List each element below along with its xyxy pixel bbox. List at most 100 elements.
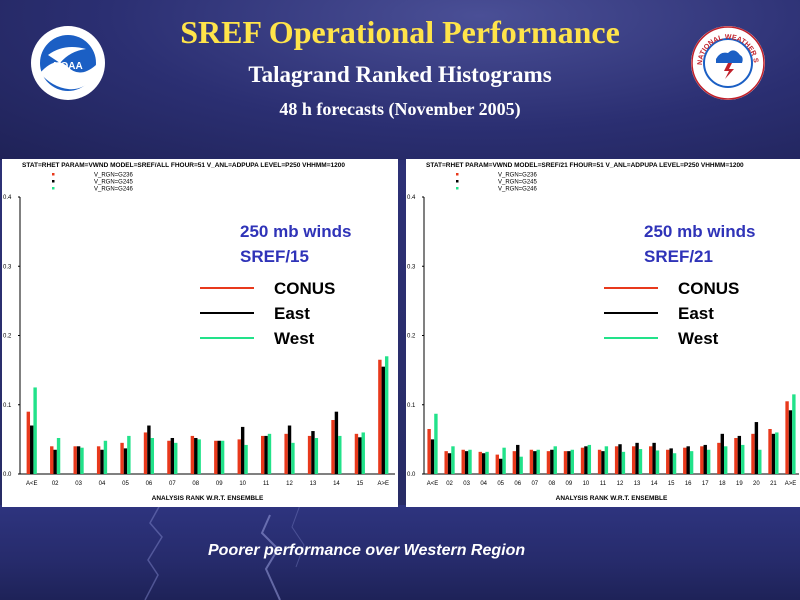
y-tick-label: 0.2 (3, 334, 12, 340)
bar-west (127, 435, 131, 474)
legend-code-marker (52, 180, 55, 183)
bar-west (451, 446, 455, 474)
y-tick-label: 0.4 (3, 195, 12, 201)
x-tick-label: 08 (192, 481, 199, 487)
bar-east (287, 425, 292, 474)
x-axis-label: ANALYSIS RANK W.R.T. ENSEMBLE (152, 495, 264, 502)
bar-conus (260, 435, 265, 474)
legend-code: V_RGN=G236 (94, 173, 134, 179)
bar-conus (120, 442, 124, 474)
legend-code: V_RGN=G246 (94, 187, 134, 193)
bar-conus (495, 454, 499, 474)
y-tick-label: 0.2 (407, 334, 416, 340)
bar-west (338, 435, 342, 474)
bar-conus (529, 449, 534, 474)
x-tick-label: A<E (26, 481, 38, 487)
legend-label-east: East (274, 304, 310, 323)
x-tick-label: A<E (427, 481, 439, 487)
bar-west (33, 387, 37, 474)
legend-code-marker (52, 187, 55, 190)
bar-east (123, 448, 128, 474)
x-tick-label: 04 (99, 481, 106, 487)
x-tick-label: A>E (785, 481, 797, 487)
x-tick-label: 21 (770, 481, 777, 487)
histogram-sref21: STAT=RHET PARAM=VWND MODEL=SREF/21 FHOUR… (407, 162, 799, 502)
bar-east (754, 422, 759, 474)
x-tick-label: 11 (263, 481, 270, 487)
x-tick-label: 09 (566, 481, 573, 487)
x-tick-label: 16 (685, 481, 692, 487)
x-tick-label: 12 (286, 481, 293, 487)
bar-east (499, 458, 503, 474)
bar-west (655, 450, 660, 474)
x-tick-label: 09 (216, 481, 223, 487)
legend-code-marker (52, 173, 55, 176)
bar-conus (354, 433, 359, 474)
bar-east (618, 444, 622, 474)
bar-west (775, 432, 779, 474)
bar-west (384, 356, 389, 474)
bar-conus (563, 451, 568, 474)
bar-conus (461, 449, 465, 474)
bar-west (267, 433, 272, 474)
bar-west (758, 449, 762, 474)
chart-annotation: SREF/15 (240, 247, 309, 266)
x-tick-label: A>E (378, 481, 390, 487)
header-background (0, 0, 800, 160)
page-subtitle: Talagrand Ranked Histograms (248, 62, 552, 87)
legend-code: V_RGN=G246 (498, 187, 538, 193)
bar-east (358, 437, 362, 474)
bar-west (150, 437, 155, 474)
chart-annotation: SREF/21 (644, 247, 713, 266)
bar-west (361, 432, 365, 474)
legend-label-west: West (274, 329, 315, 348)
bar-east (788, 410, 793, 474)
bar-east (100, 449, 104, 474)
bar-west (689, 451, 694, 474)
bar-east (264, 435, 268, 474)
page-title: SREF Operational Performance (180, 14, 620, 50)
chart-header: STAT=RHET PARAM=VWND MODEL=SREF/ALL FHOU… (22, 162, 345, 169)
bar-east (311, 431, 315, 474)
y-tick-label: 0.1 (3, 403, 12, 409)
x-tick-label: 11 (600, 481, 607, 487)
bar-west (621, 451, 626, 474)
bar-conus (96, 446, 101, 474)
bar-conus (478, 451, 482, 474)
bar-conus (785, 401, 789, 474)
legend-code-marker (456, 187, 459, 190)
bar-conus (700, 446, 704, 474)
bar-east (533, 451, 537, 474)
x-tick-label: 10 (239, 481, 246, 487)
x-tick-label: 05 (497, 481, 504, 487)
bar-conus (666, 449, 670, 474)
bar-conus (331, 419, 335, 474)
x-tick-label: 20 (753, 481, 760, 487)
x-tick-label: 18 (719, 481, 726, 487)
bar-west (672, 453, 677, 474)
bar-east (737, 435, 742, 474)
bar-east (550, 449, 554, 474)
bar-east (381, 366, 385, 474)
x-tick-label: 10 (583, 481, 590, 487)
x-tick-label: 03 (463, 481, 470, 487)
legend-code: V_RGN=G245 (94, 180, 134, 186)
bar-conus (597, 449, 602, 474)
bar-conus (237, 439, 241, 475)
bar-east (464, 451, 469, 474)
bar-west (291, 442, 295, 474)
bar-west (244, 444, 248, 474)
legend-label-conus: CONUS (274, 279, 335, 298)
x-tick-label: 13 (310, 481, 317, 487)
x-tick-label: 08 (548, 481, 555, 487)
x-tick-label: 17 (702, 481, 709, 487)
x-tick-label: 04 (480, 481, 487, 487)
chart-header: STAT=RHET PARAM=VWND MODEL=SREF/21 FHOUR… (426, 162, 744, 169)
bar-conus (50, 446, 54, 474)
bar-west (553, 446, 557, 474)
x-tick-label: 12 (617, 481, 624, 487)
bar-west (174, 442, 178, 474)
footer-caption: Poorer performance over Western Region (208, 542, 526, 559)
bar-conus (614, 446, 619, 474)
legend-label-conus: CONUS (678, 279, 739, 298)
